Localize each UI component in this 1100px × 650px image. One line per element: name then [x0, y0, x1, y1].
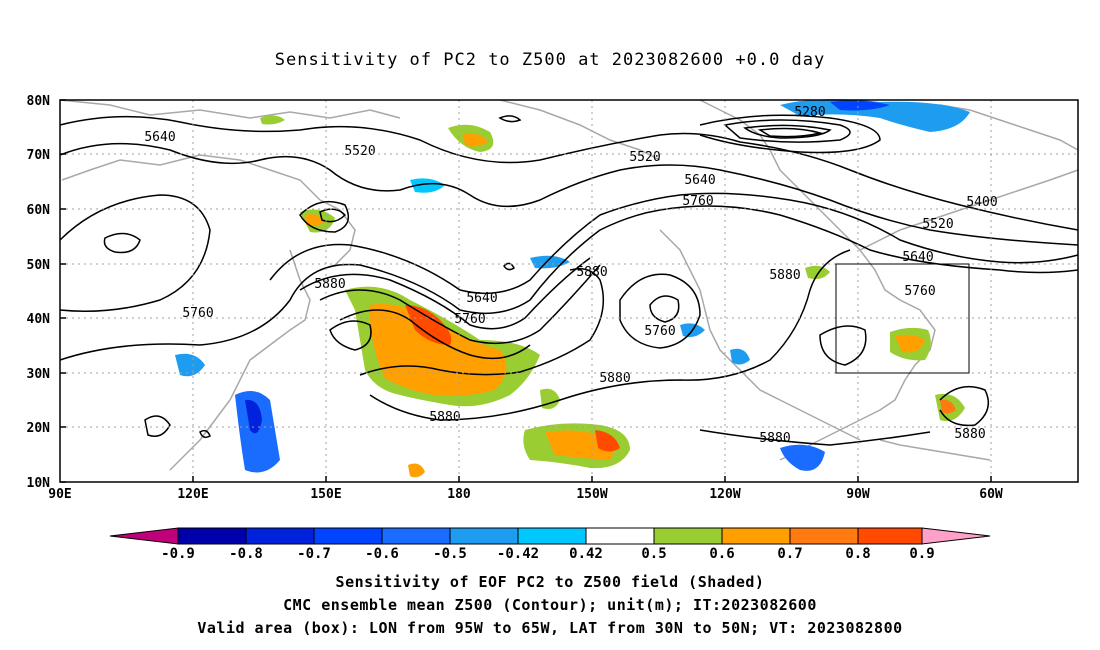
lon-label: 90E	[48, 487, 71, 502]
footer-line-contour: CMC ensemble mean Z500 (Contour); unit(m…	[283, 596, 817, 614]
colorbar-label: 0.6	[709, 546, 734, 562]
z500-contours	[59, 114, 1079, 446]
contour-label: 5520	[629, 150, 660, 165]
lat-label: 70N	[27, 148, 51, 163]
positive-shade-great-lakes	[805, 265, 830, 280]
negative-shade-mex	[730, 348, 750, 365]
colorbar-bin	[517, 527, 587, 545]
negative-shade-gulf	[780, 444, 825, 471]
positive-shade-valid-box-orange	[895, 334, 925, 353]
colorbar-low-end	[109, 527, 179, 545]
footer-line-shaded: Sensitivity of EOF PC2 to Z500 field (Sh…	[335, 573, 765, 591]
positive-shade-kamchatka-orange	[305, 214, 325, 226]
colorbar-label: 0.7	[777, 546, 802, 562]
axis-ticks	[60, 99, 992, 483]
colorbar-high-end	[921, 527, 991, 545]
negative-shade-npac	[410, 178, 445, 193]
colorbar-label: -0.5	[433, 546, 467, 562]
contour-label: 5640	[144, 130, 175, 145]
lon-label: 60W	[979, 487, 1003, 502]
contour-label: 5280	[794, 105, 825, 120]
positive-shade-hawaii-red	[595, 430, 620, 452]
contour-label: 5760	[682, 194, 713, 209]
lat-label: 80N	[27, 94, 51, 109]
colorbar-bin	[177, 527, 247, 545]
colorbar-labels: -0.9 -0.8 -0.7 -0.6 -0.5 -0.42 0.42 0.5 …	[161, 546, 935, 562]
colorbar-label: -0.7	[297, 546, 331, 562]
colorbar-label: 0.42	[569, 546, 603, 562]
contour-label: 5880	[576, 265, 607, 280]
colorbar-label: -0.8	[229, 546, 263, 562]
contour-label: 5760	[904, 284, 935, 299]
graticule	[60, 100, 1078, 482]
contour-label: 5760	[644, 324, 675, 339]
map-frame	[59, 99, 1079, 483]
lon-label: 120W	[709, 487, 740, 502]
negative-shade-arctic-core	[830, 100, 890, 111]
colorbar-label: 0.5	[641, 546, 666, 562]
contour-label: 5640	[466, 291, 497, 306]
contour-label: 5640	[684, 173, 715, 188]
longitude-labels: 90E 120E 150E 180 150W 120W 90W 60W	[48, 487, 1003, 502]
lat-label: 30N	[27, 367, 51, 382]
contour-label: 5760	[182, 306, 213, 321]
positive-shade-central-pac-orange	[370, 304, 507, 396]
lat-label: 40N	[27, 312, 51, 327]
contour-label: 5880	[759, 431, 790, 446]
lon-label: 150E	[310, 487, 341, 502]
contour-label: 5880	[769, 268, 800, 283]
lon-label: 150W	[576, 487, 607, 502]
lon-label: 120E	[177, 487, 208, 502]
colorbar	[109, 527, 991, 545]
positive-shade-bering-orange	[462, 133, 488, 147]
colorbar-bin	[789, 527, 859, 545]
negative-shade-arctic	[780, 99, 970, 132]
lat-label: 50N	[27, 258, 51, 273]
lat-label: 20N	[27, 421, 51, 436]
negative-shade-wpac-core	[245, 399, 262, 434]
contour-label: 5400	[966, 195, 997, 210]
contour-label: 5880	[314, 277, 345, 292]
valid-area-box	[835, 263, 970, 374]
contour-labels: 5640 5520 5280 5520 5640 5760 5400 5520 …	[144, 105, 997, 446]
contour-label: 5880	[954, 427, 985, 442]
colorbar-bin	[381, 527, 451, 545]
colorbar-label: -0.42	[497, 546, 539, 562]
contour-label: 5760	[454, 312, 485, 327]
latitude-labels: 80N 70N 60N 50N 40N 30N 20N 10N	[27, 94, 51, 491]
lon-label: 90W	[846, 487, 870, 502]
positive-shade-hawaii-orange	[545, 430, 614, 460]
colorbar-label: 0.8	[845, 546, 870, 562]
colorbar-bin	[245, 527, 315, 545]
colorbar-label: -0.6	[365, 546, 399, 562]
sensitivity-shading	[175, 99, 970, 478]
positive-shade-wpac-sm	[408, 463, 425, 478]
colorbar-label: 0.9	[909, 546, 934, 562]
colorbar-bin	[313, 527, 383, 545]
colorbar-bin	[721, 527, 791, 545]
colorbar-bin	[449, 527, 519, 545]
colorbar-bin	[857, 527, 923, 545]
contour-label: 5520	[344, 144, 375, 159]
lat-label: 60N	[27, 203, 51, 218]
contour-label: 5880	[429, 410, 460, 425]
figure-title: Sensitivity of PC2 to Z500 at 2023082600…	[274, 50, 826, 70]
colorbar-bin	[653, 527, 723, 545]
contour-label: 5880	[599, 371, 630, 386]
colorbar-label: -0.9	[161, 546, 195, 562]
positive-shade-central-pac-red	[405, 305, 452, 345]
lon-label: 180	[447, 487, 471, 502]
lat-label: 10N	[27, 476, 51, 491]
negative-shade-wpac-2	[175, 353, 205, 377]
colorbar-bin	[585, 527, 655, 545]
positive-shade-siberia	[260, 115, 285, 125]
footer-line-valid-area: Valid area (box): LON from 95W to 65W, L…	[197, 619, 903, 637]
contour-label: 5520	[922, 217, 953, 232]
positive-shade-atlantic-orange	[940, 399, 956, 414]
contour-label: 5640	[902, 250, 933, 265]
